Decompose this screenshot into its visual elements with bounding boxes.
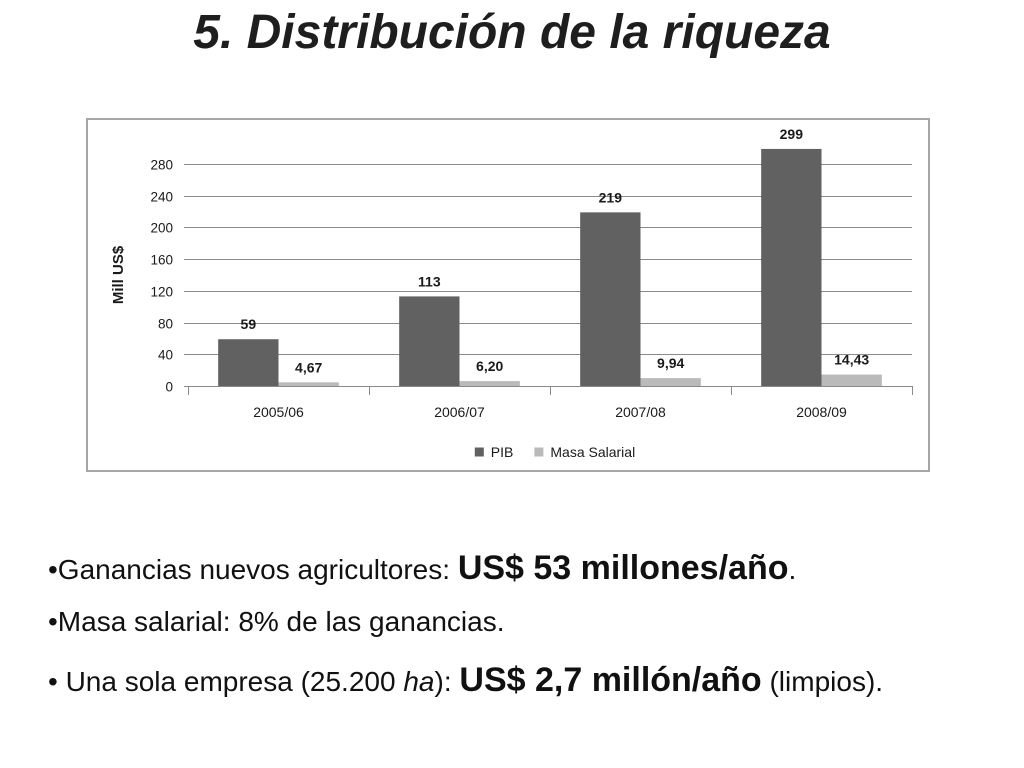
data-label-masa-salarial: 14,43 — [834, 352, 869, 368]
y-tick-label: 280 — [150, 158, 173, 173]
y-tick-label: 80 — [158, 317, 173, 332]
legend-label-pib: PIB — [491, 444, 514, 460]
bar-masa-salarial — [821, 374, 882, 386]
bullet-masa-salarial: •Masa salarial: 8% de las ganancias. — [48, 602, 505, 642]
bar-pib — [218, 339, 279, 386]
chart-frame: Mill US$ 0 40 80 120 160 200 240 280 2005/06 2006… — [86, 118, 930, 472]
legend: PIB Masa Salarial — [474, 444, 635, 460]
legend-swatch-pib — [474, 447, 484, 457]
x-category-label: 2005/06 — [253, 404, 304, 420]
bullet-unit-italic: ha — [403, 666, 435, 697]
y-tick-label: 160 — [150, 253, 173, 268]
bar-pib — [580, 212, 641, 386]
bar-pib — [399, 296, 460, 386]
bar-pib — [761, 148, 822, 386]
y-tick-labels: 0 40 80 120 160 200 240 280 — [150, 158, 173, 395]
bullet-highlight-value: US$ 53 millones/año — [457, 549, 789, 587]
y-tick-label: 200 — [150, 221, 173, 236]
x-category-label: 2006/07 — [434, 404, 485, 420]
legend-swatch-masa-salarial — [534, 447, 544, 457]
x-category-label: 2008/09 — [796, 404, 847, 420]
bullet-highlight-value: US$ 2,7 millón/año — [459, 661, 762, 699]
series-pib: 59 113 219 299 — [218, 126, 822, 386]
bar-chart: Mill US$ 0 40 80 120 160 200 240 280 2005/06 2006… — [110, 126, 913, 460]
bar-masa-salarial — [278, 382, 339, 386]
bullet-text: (limpios). — [761, 666, 884, 697]
bullet-text: •Ganancias nuevos agricultores: — [48, 554, 458, 585]
bullet-text: •Masa salarial: 8% de las ganancias. — [48, 606, 505, 637]
y-tick-label: 0 — [165, 380, 173, 395]
data-label-pib: 299 — [780, 126, 804, 142]
bar-masa-salarial — [459, 381, 520, 386]
x-axis: 2005/06 2006/07 2007/08 2008/09 — [188, 386, 913, 420]
y-axis-label: Mill US$ — [110, 245, 127, 304]
bar-masa-salarial — [640, 378, 701, 386]
y-tick-label: 240 — [150, 190, 173, 205]
data-label-masa-salarial: 6,20 — [476, 358, 503, 374]
data-label-masa-salarial: 4,67 — [295, 359, 322, 375]
data-label-pib: 113 — [418, 273, 441, 289]
y-tick-label: 40 — [158, 348, 173, 363]
bullet-text: • Una sola empresa (25.200 — [48, 666, 404, 697]
data-label-pib: 59 — [241, 316, 257, 332]
legend-label-masa-salarial: Masa Salarial — [550, 444, 635, 460]
series-masa-salarial: 4,67 6,20 9,94 14,43 — [278, 352, 882, 386]
x-category-label: 2007/08 — [615, 404, 666, 420]
bullet-empresa: • Una sola empresa (25.200 ha): US$ 2,7 … — [48, 660, 883, 702]
bullet-text: ): — [434, 666, 460, 697]
bullet-ganancias: •Ganancias nuevos agricultores: US$ 53 m… — [48, 548, 796, 590]
gridlines — [184, 164, 912, 387]
bullet-text: . — [788, 554, 797, 585]
slide-title: 5. Distribución de la riqueza — [193, 6, 831, 59]
y-tick-label: 120 — [150, 285, 173, 300]
data-label-pib: 219 — [599, 189, 623, 205]
data-label-masa-salarial: 9,94 — [657, 355, 684, 371]
